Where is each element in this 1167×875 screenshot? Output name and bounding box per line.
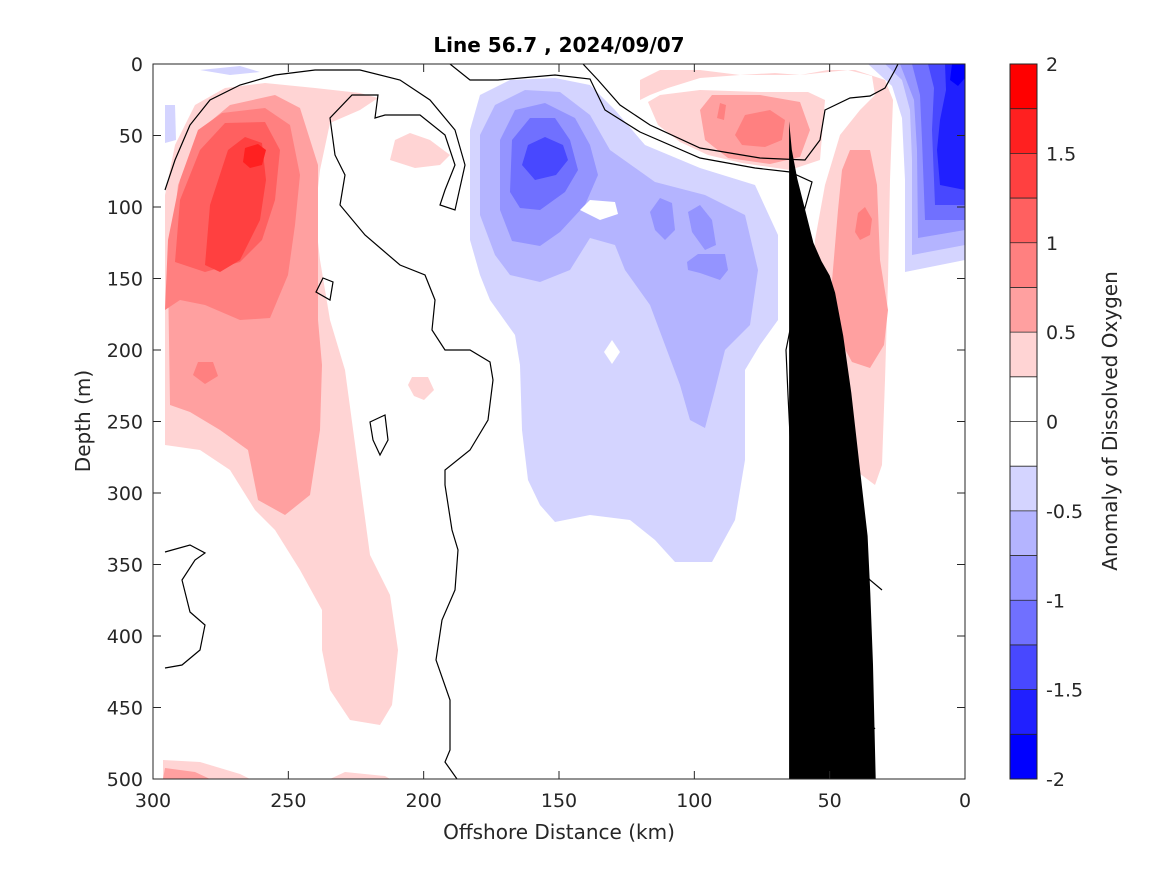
anomaly-patch (200, 66, 260, 75)
y-tick-label: 400 (107, 626, 143, 648)
contour-line (582, 64, 899, 161)
anomaly-patch (408, 377, 434, 400)
anomaly-field (163, 64, 965, 779)
anomaly-patch (855, 207, 872, 240)
anomaly-patch (937, 64, 965, 190)
colorbar-tick-label: -1 (1046, 590, 1065, 612)
anomaly-patch (950, 64, 965, 86)
y-tick-label: 350 (107, 555, 143, 577)
x-tick-label: 250 (270, 790, 306, 812)
colorbar-tick-label: 0.5 (1046, 322, 1076, 344)
colorbar-swatch (1010, 153, 1037, 199)
y-axis: 0 50 100 150 200 250 300 350 400 450 500 (107, 54, 965, 791)
x-tick-label: 200 (406, 790, 442, 812)
anomaly-patch (163, 768, 210, 779)
contour-line (164, 69, 494, 779)
x-axis: 300 250 200 150 100 50 0 (135, 64, 971, 812)
colorbar (1010, 63, 1037, 779)
anomaly-patch (193, 362, 218, 384)
y-tick-label: 200 (107, 340, 143, 362)
y-tick-label: 50 (119, 126, 143, 148)
anomaly-patch (205, 137, 266, 272)
anomaly-patch (243, 144, 266, 168)
contour-line (369, 414, 389, 457)
y-tick-label: 500 (107, 769, 143, 791)
colorbar-frame (1009, 63, 1038, 780)
y-tick-label: 0 (131, 54, 143, 76)
x-tick-label: 300 (135, 790, 171, 812)
colorbar-tick-label: 0 (1046, 412, 1058, 434)
x-tick-label: 100 (676, 790, 712, 812)
contour-line (315, 277, 334, 301)
colorbar-swatch (1010, 644, 1037, 690)
anomaly-patch (580, 200, 618, 220)
y-tick-label: 450 (107, 698, 143, 720)
colorbar-swatch (1010, 332, 1037, 377)
colorbar-ticks: 2 1.5 1 0.5 0 -0.5 -1 -1.5 -2 (1046, 54, 1083, 791)
colorbar-swatch (1010, 466, 1037, 511)
colorbar-label: Anomaly of Dissolved Oxygen (1098, 271, 1122, 571)
colorbar-swatch (1010, 376, 1037, 422)
x-tick-label: 0 (959, 790, 971, 812)
colorbar-swatch (1010, 64, 1037, 109)
x-axis-label: Offshore Distance (km) (443, 820, 675, 844)
y-axis-label: Depth (m) (71, 370, 95, 472)
anomaly-patch (830, 150, 888, 368)
colorbar-tick-label: -0.5 (1046, 501, 1083, 523)
contour-line (164, 544, 207, 669)
colorbar-swatch (1010, 689, 1037, 735)
colorbar-swatch (1010, 734, 1037, 779)
colorbar-tick-label: -2 (1046, 769, 1065, 791)
colorbar-swatch (1010, 198, 1037, 243)
anomaly-patch (688, 205, 716, 250)
anomaly-patch (522, 137, 568, 180)
y-tick-label: 250 (107, 412, 143, 434)
x-tick-label: 50 (818, 790, 842, 812)
y-tick-label: 150 (107, 269, 143, 291)
colorbar-swatch (1010, 421, 1037, 467)
x-tick-label: 150 (541, 790, 577, 812)
anomaly-patch (390, 133, 450, 168)
anomaly-patch (165, 105, 176, 143)
anomaly-patch (687, 254, 728, 280)
anomaly-patch (717, 103, 726, 120)
colorbar-swatch (1010, 600, 1037, 645)
colorbar-swatch (1010, 510, 1037, 556)
colorbar-swatch (1010, 108, 1037, 154)
anomaly-patch (330, 772, 390, 779)
colorbar-swatch (1010, 287, 1037, 333)
seafloor-bathymetry (789, 121, 965, 779)
anomaly-patch (650, 198, 675, 240)
anomaly-patch (604, 340, 620, 364)
y-tick-label: 300 (107, 483, 143, 505)
y-tick-label: 100 (107, 197, 143, 219)
chart-title: Line 56.7 , 2024/09/07 (433, 33, 684, 57)
colorbar-tick-label: -1.5 (1046, 680, 1083, 702)
anomaly-patch (735, 110, 785, 147)
colorbar-tick-label: 2 (1046, 54, 1058, 76)
colorbar-tick-label: 1.5 (1046, 143, 1076, 165)
colorbar-tick-label: 1 (1046, 233, 1058, 255)
colorbar-swatch (1010, 555, 1037, 601)
colorbar-swatch (1010, 242, 1037, 288)
